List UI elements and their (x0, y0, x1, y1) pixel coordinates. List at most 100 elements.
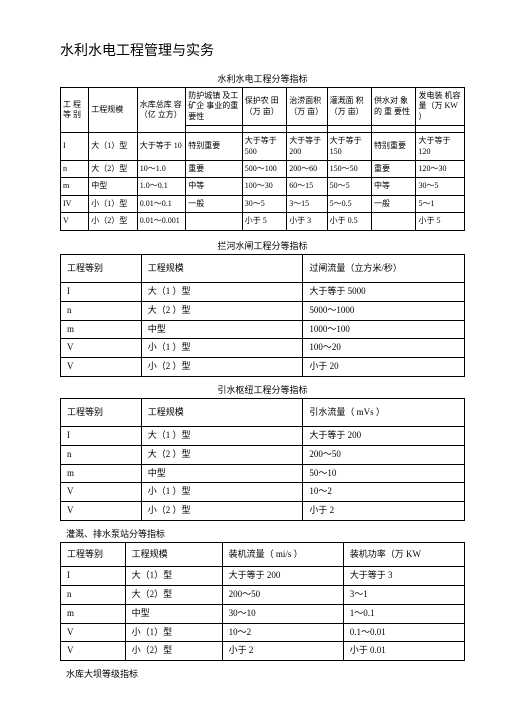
cell: 小于 3 (287, 213, 327, 230)
table1: 工 程 等 别 工程规模 水库总库 容（亿 立方） 防护城镇 及工矿企 事业的重… (60, 87, 465, 231)
cell: 大（2）型 (125, 586, 222, 605)
t1-h-c7: 发电装 机容量（万 KW ） (416, 88, 465, 126)
cell: I (61, 283, 142, 302)
cell: 工程规模 (141, 254, 303, 283)
cell: 特别重要 (186, 133, 243, 161)
table-row: V小（2 ）型小于 2 (61, 502, 465, 521)
table-row: I大（1）型大于等于 200大于等于 3 (61, 567, 465, 586)
cell: I (61, 133, 89, 161)
cell: I (61, 427, 142, 446)
cell: 中等 (372, 178, 416, 195)
cell: 150〜50 (327, 160, 371, 177)
cell: 10〜1.0 (137, 160, 185, 177)
cell: 10〜2 (303, 483, 465, 502)
cell: 5〜0.5 (327, 195, 371, 212)
cell: V (61, 357, 142, 376)
cell: 中等 (186, 178, 243, 195)
table-row: m中型50〜10 (61, 464, 465, 483)
cell: 中型 (89, 178, 137, 195)
cell (372, 213, 416, 230)
table-row: I 大（1）型 大于等于 10 特别重要 大于等于 500 大于等于 200 大… (61, 133, 465, 161)
cell: 0.01〜0.1 (137, 195, 185, 212)
table-row: V 小（2）型 0.01〜0.001 小于 5 小于 3 小于 0.5 小于 5 (61, 213, 465, 230)
cell: 一般 (372, 195, 416, 212)
t1-sp6 (416, 126, 465, 133)
table-row: I大（1 ）型大于等于 5000 (61, 283, 465, 302)
cell: 装机功率（万 KW (343, 542, 464, 567)
table-row: V小（1 ）型100〜20 (61, 339, 465, 358)
cell: 装机流量（ mi/s ） (222, 542, 343, 567)
t1-h-c4: 治涝面积（万 亩） (287, 88, 327, 126)
cell: V (61, 483, 142, 502)
cell: m (61, 178, 89, 195)
cell: 小于 0.01 (343, 642, 464, 661)
table-row: V小（1 ）型10〜2 (61, 483, 465, 502)
table-row: V小（2 ）型小于 20 (61, 357, 465, 376)
cell: 3〜1 (343, 586, 464, 605)
cell: 小（2 ）型 (141, 502, 303, 521)
t1-sp2 (242, 126, 286, 133)
cell: 特别重要 (372, 133, 416, 161)
table-row: I大（1 ）型大于等于 200 (61, 427, 465, 446)
cell: 小于 5 (242, 213, 286, 230)
cell: 重要 (372, 160, 416, 177)
table3-caption: 引水枢纽工程分等指标 (60, 383, 465, 396)
t1-h-c3b: 保护农 田（万 亩） (242, 88, 286, 126)
cell: m (61, 320, 142, 339)
cell: 小（2）型 (89, 213, 137, 230)
cell: m (61, 464, 142, 483)
cell: 小（1）型 (125, 623, 222, 642)
cell: V (61, 502, 142, 521)
cell: I (61, 567, 126, 586)
cell: 50〜10 (303, 464, 465, 483)
cell: 大于等于 200 (303, 427, 465, 446)
cell: 200〜60 (287, 160, 327, 177)
cell: 大于等于 120 (416, 133, 465, 161)
cell: IV (61, 195, 89, 212)
cell: 中型 (141, 464, 303, 483)
cell: V (61, 213, 89, 230)
cell: 大于等于 5000 (303, 283, 465, 302)
cell: 1.0〜0.1 (137, 178, 185, 195)
cell: 大（1）型 (89, 133, 137, 161)
cell: 工程等别 (61, 254, 142, 283)
table-row: n 大（2）型 10〜1.0 重要 500〜100 200〜60 150〜50 … (61, 160, 465, 177)
cell: 小于 0.5 (327, 213, 371, 230)
t1-h-c6: 供水对 象的 重 要性 (372, 88, 416, 126)
cell: 小（2 ）型 (141, 357, 303, 376)
table-row: IV 小（1）型 0.01〜0.1 一般 30〜5 3〜15 5〜0.5 一般 … (61, 195, 465, 212)
table-row: 工程等别 工程规模 引水流量（ mVs ） (61, 398, 465, 427)
cell: 重要 (186, 160, 243, 177)
page-title: 水利水电工程管理与实务 (60, 40, 465, 60)
cell: 200〜50 (222, 586, 343, 605)
cell: 中型 (125, 604, 222, 623)
cell: 小于 2 (222, 642, 343, 661)
cell: 小（1）型 (89, 195, 137, 212)
t1-h-c3a: 防护城镇 及工矿企 事业的重 要性 (186, 88, 243, 126)
cell: 大（1）型 (125, 567, 222, 586)
table-row: 工程等别 工程规模 装机流量（ mi/s ） 装机功率（万 KW (61, 542, 465, 567)
cell: 工程等别 (61, 398, 142, 427)
cell: n (61, 446, 142, 465)
t1-sp4 (327, 126, 371, 133)
cell: 500〜100 (242, 160, 286, 177)
cell: 大（2 ）型 (141, 446, 303, 465)
cell: 大于等于 500 (242, 133, 286, 161)
cell: 5000〜1000 (303, 301, 465, 320)
cell: 0.1〜0.01 (343, 623, 464, 642)
cell: 1000〜100 (303, 320, 465, 339)
cell: 大（1 ）型 (141, 427, 303, 446)
cell: 中型 (141, 320, 303, 339)
cell: 0.01〜0.001 (137, 213, 185, 230)
cell: 30〜10 (222, 604, 343, 623)
cell: V (61, 642, 126, 661)
cell: 工程等别 (61, 542, 126, 567)
table4: 工程等别 工程规模 装机流量（ mi/s ） 装机功率（万 KW I大（1）型大… (60, 542, 465, 661)
cell: V (61, 623, 126, 642)
t1-h-c1: 工程规模 (89, 88, 137, 133)
table2: 工程等别 工程规模 过闸流量（立方米/秒） I大（1 ）型大于等于 5000 n… (60, 254, 465, 377)
table-row: m中型30〜101〜0.1 (61, 604, 465, 623)
cell: 30〜5 (416, 178, 465, 195)
cell: 5〜1 (416, 195, 465, 212)
cell: n (61, 586, 126, 605)
